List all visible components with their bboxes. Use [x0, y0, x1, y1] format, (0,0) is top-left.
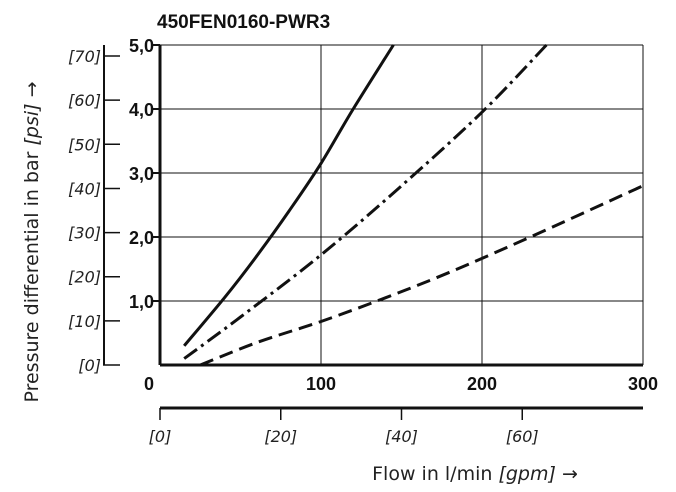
x-tick-label: 300: [628, 374, 658, 394]
plot-frame: [158, 44, 643, 367]
y-tick-label: 4,0: [129, 100, 154, 120]
y-secondary-tick-label: [50]: [68, 135, 101, 154]
x-secondary-tick-label: [60]: [506, 427, 539, 446]
y-secondary-tick-label: [40]: [68, 179, 101, 198]
x-axis-secondary-ticks: [0] [20] [40] [60]: [149, 406, 643, 446]
y-secondary-tick-label: [30]: [68, 224, 101, 243]
x-tick-label: 0: [144, 374, 154, 394]
y-axis-label-unit: [psi] →: [21, 81, 43, 145]
plot-grid: [160, 45, 644, 365]
y-axis-secondary-ticks: [0] [10] [20] [30] [40] [50] [60] [70]: [68, 45, 120, 375]
x-axis-label-text: Flow in l/min: [372, 463, 492, 485]
y-axis-ticks: 1,0 2,0 3,0 4,0 5,0: [129, 36, 160, 312]
x-axis-label-unit: [gpm] →: [498, 463, 577, 485]
chart-title: 450FEN0160-PWR3: [157, 12, 330, 33]
y-tick-label: 1,0: [129, 292, 154, 312]
series-line-solid: [183, 44, 395, 347]
y-tick-label: 5,0: [129, 36, 154, 56]
y-secondary-tick-label: [70]: [68, 47, 101, 66]
y-axis-label: Pressure differential in bar [psi] →: [21, 81, 43, 402]
x-secondary-tick-label: [40]: [385, 427, 418, 446]
x-axis-label: Flow in l/min [gpm] →: [372, 463, 578, 485]
x-tick-label: 200: [467, 374, 497, 394]
y-tick-label: 3,0: [129, 164, 154, 184]
x-tick-label: 100: [306, 374, 336, 394]
x-secondary-tick-label: [0]: [149, 427, 172, 446]
y-tick-label: 2,0: [129, 228, 154, 248]
y-axis-label-text: Pressure differential in bar: [21, 151, 43, 402]
x-axis-ticks: 0 100 200 300: [144, 374, 658, 394]
series-line-dashed: [199, 184, 644, 367]
series-line-dashdot: [183, 43, 548, 360]
series-group: [183, 43, 644, 367]
y-secondary-tick-label: [60]: [68, 91, 101, 110]
y-secondary-tick-label: [0]: [78, 356, 101, 375]
x-secondary-tick-label: [20]: [264, 427, 297, 446]
y-secondary-tick-label: [10]: [68, 312, 101, 331]
y-secondary-tick-label: [20]: [68, 268, 101, 287]
